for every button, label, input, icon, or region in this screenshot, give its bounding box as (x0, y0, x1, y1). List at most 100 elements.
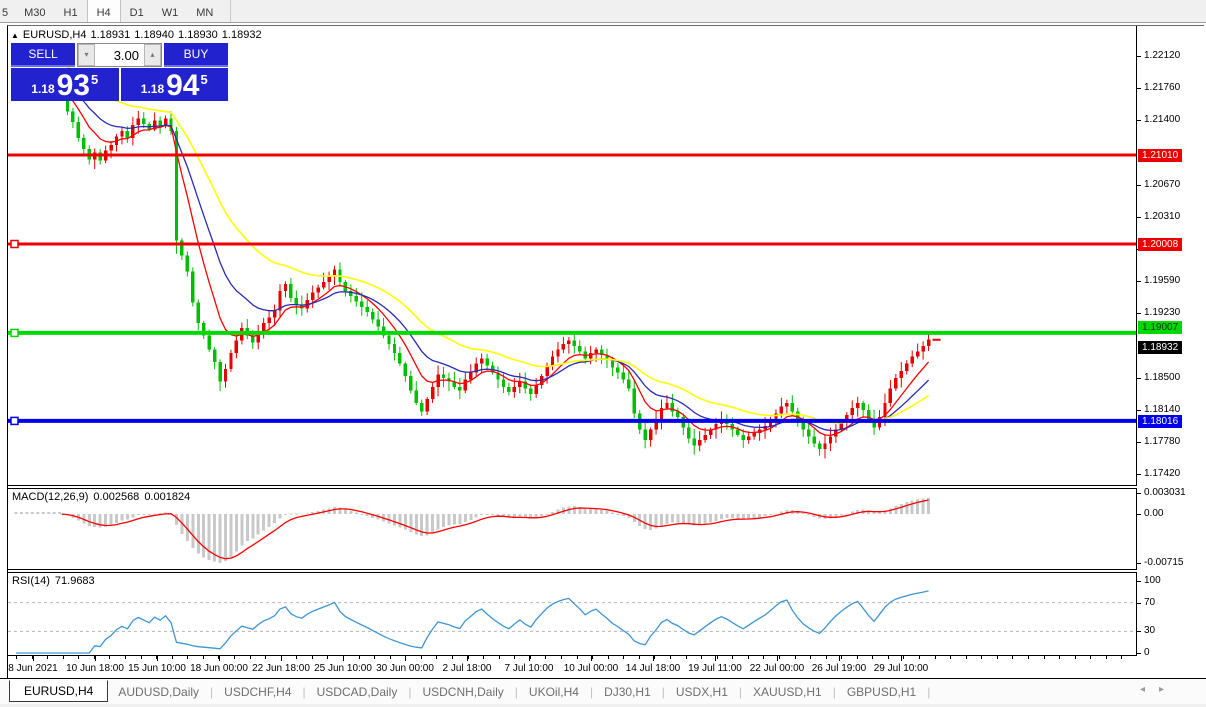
time-tick (109, 656, 110, 659)
chart-tab-ukoil[interactable]: UKOil,H4 (528, 684, 579, 699)
tab-separator: | (302, 684, 306, 699)
timeframe-button-h1[interactable]: H1 (55, 0, 87, 22)
time-label: 7 Jul 10:00 (504, 663, 554, 674)
chart-tab-eurusd[interactable]: EURUSD,H4 (9, 680, 109, 702)
time-label: 10 Jul 00:00 (563, 663, 619, 674)
tab-scroll-right-button[interactable]: ▸ (1158, 684, 1178, 695)
time-label: 2 Jul 18:00 (442, 663, 492, 674)
ohlc-low: 1.18930 (178, 29, 218, 41)
axis-tick (1137, 120, 1141, 122)
time-tick (639, 656, 640, 659)
level-price-label: 1.18016 (1138, 414, 1183, 428)
time-tick (156, 656, 157, 659)
macd-chart[interactable] (8, 488, 1137, 570)
time-major-tick (901, 656, 902, 661)
time-tick (950, 656, 951, 659)
time-tick (608, 656, 609, 659)
time-label: 26 Jul 19:00 (811, 663, 867, 674)
axis-price-label: 1.21400 (1144, 114, 1181, 126)
buy-button[interactable]: BUY (164, 43, 228, 67)
time-major-tick (529, 656, 530, 661)
sell-price-big: 93 (56, 69, 90, 102)
tab-scroll-left-button[interactable]: ◂ (1139, 684, 1159, 695)
time-tick (966, 656, 967, 659)
time-tick (701, 656, 702, 659)
time-major-tick (467, 656, 468, 661)
time-tick (141, 656, 142, 659)
axis-tick (1137, 313, 1141, 315)
chart-tab-audusd[interactable]: AUDUSD,Daily (118, 684, 200, 699)
buy-price-sup: 5 (200, 72, 208, 87)
time-major-tick (591, 656, 592, 661)
price-axis: 1.221201.217601.214001.206701.203101.199… (1137, 26, 1204, 678)
chart-tab-dj30[interactable]: DJ30,H1 (604, 684, 651, 699)
sell-price-sup: 5 (91, 72, 99, 87)
time-tick (1090, 656, 1091, 659)
macd-name: MACD(12,26,9) (12, 491, 89, 503)
time-tick (374, 656, 375, 659)
buy-price-big: 94 (166, 69, 200, 102)
axis-tick (1137, 377, 1141, 379)
axis-tick (1137, 56, 1141, 58)
time-tick (1121, 656, 1122, 659)
buy-price-display[interactable]: 1.18 94 5 (120, 68, 228, 102)
axis-price-label: 1.19590 (1144, 275, 1181, 287)
tab-separator: | (514, 684, 518, 699)
time-tick (359, 656, 360, 659)
time-tick (187, 656, 188, 659)
axis-price-label: 1.21760 (1144, 82, 1181, 94)
time-tick (265, 656, 266, 659)
time-label: 19 Jul 11:00 (688, 663, 742, 674)
time-tick (779, 656, 780, 659)
time-tick (125, 656, 126, 659)
axis-price-label: 1.18500 (1144, 371, 1181, 383)
axis-price-label: 1.18140 (1144, 403, 1181, 415)
rsi-chart[interactable] (8, 572, 1137, 656)
axis-price-label: 1.19230 (1144, 307, 1181, 319)
axis-price-label: 1.22120 (1144, 50, 1181, 62)
timeframe-button-m30[interactable]: M30 (15, 0, 54, 22)
sell-price-display[interactable]: 1.18 93 5 (11, 68, 119, 101)
time-tick (468, 656, 469, 659)
current-price-label: 1.18932 (1138, 340, 1183, 354)
time-tick (47, 656, 48, 659)
tab-scroll-arrows: ◂▸ (1140, 684, 1178, 695)
time-tick (826, 656, 827, 659)
macd-axis-label: -0.00715 (1144, 557, 1184, 568)
timeframe-button-mn[interactable]: MN (187, 0, 222, 22)
time-tick (919, 656, 920, 659)
chart-tab-usdcnh[interactable]: USDCNH,Daily (422, 684, 504, 699)
tab-separator: | (589, 684, 594, 699)
tab-separator: | (210, 684, 214, 699)
status-strip (0, 704, 1206, 707)
time-tick (421, 656, 422, 659)
time-label: 25 Jun 10:00 (314, 663, 372, 674)
time-tick (530, 656, 531, 659)
timeframe-button-d1[interactable]: D1 (121, 0, 153, 22)
chart-tab-usdcad[interactable]: USDCAD,Daily (316, 684, 398, 699)
chart-tab-usdx[interactable]: USDX,H1 (675, 684, 728, 699)
ohlc-high: 1.18940 (134, 29, 175, 41)
panel-toggle-icon[interactable]: ▲ (11, 31, 19, 40)
time-tick (888, 656, 889, 659)
axis-tick (1137, 563, 1141, 564)
volume-increase-button[interactable]: ▴ (144, 44, 161, 66)
timeframe-toolbar: 5 M30 H1 H4 D1 W1 MN (0, 0, 1206, 23)
sell-button[interactable]: SELL (11, 43, 75, 67)
time-tick (903, 656, 904, 659)
main-price-chart[interactable] (8, 26, 1137, 486)
time-tick (250, 656, 251, 659)
time-tick (561, 656, 562, 659)
volume-decrease-button[interactable]: ▾ (78, 44, 95, 66)
timeframe-button-5[interactable]: 5 (0, 0, 15, 22)
time-label: 10 Jun 18:00 (66, 663, 124, 674)
timeframe-button-h4[interactable]: H4 (86, 0, 121, 22)
chart-tab-usdchf[interactable]: USDCHF,H4 (224, 684, 292, 699)
volume-value[interactable]: 3.00 (113, 48, 139, 63)
time-tick (1106, 656, 1107, 659)
timeframe-button-w1[interactable]: W1 (153, 0, 188, 22)
chart-tab-xauusd[interactable]: XAUUSD,H1 (753, 684, 822, 699)
chart-tab-gbpusd[interactable]: GBPUSD,H1 (846, 684, 917, 699)
chart-tabs-bar: EURUSD,H4 AUDUSD,Daily | USDCHF,H4 | USDCAD,D… (0, 678, 1206, 704)
